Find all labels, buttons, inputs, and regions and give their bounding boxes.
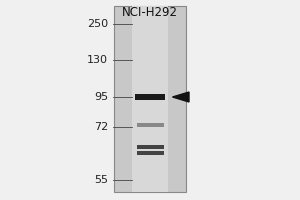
Text: 130: 130 (87, 55, 108, 65)
Bar (136, 123, 164, 127)
Text: 55: 55 (94, 175, 108, 185)
Text: 72: 72 (94, 122, 108, 132)
Polygon shape (172, 92, 189, 102)
Bar (135, 94, 165, 100)
Text: 95: 95 (94, 92, 108, 102)
Bar (132, 6, 168, 192)
Bar (136, 151, 164, 155)
Text: 250: 250 (87, 19, 108, 29)
Bar (136, 145, 164, 149)
Bar (114, 6, 186, 192)
Text: NCI-H292: NCI-H292 (122, 6, 178, 19)
